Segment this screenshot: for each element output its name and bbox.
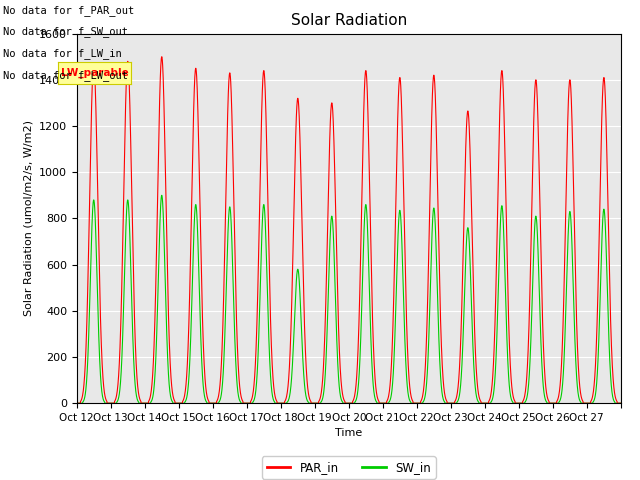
PAR_in	[617, 400, 625, 406]
PAR_in	[73, 400, 81, 406]
SW_in	[73, 400, 81, 406]
PAR_in	[419, 394, 426, 399]
PAR_in	[184, 336, 192, 342]
Text: No data for f_LW_out: No data for f_LW_out	[3, 70, 128, 81]
Title: Solar Radiation: Solar Radiation	[291, 13, 407, 28]
Text: No data for f_LW_in: No data for f_LW_in	[3, 48, 122, 59]
PAR_in	[158, 54, 166, 60]
Y-axis label: Solar Radiation (umol/m2/s, W/m2): Solar Radiation (umol/m2/s, W/m2)	[24, 120, 33, 316]
Text: No data for f_PAR_out: No data for f_PAR_out	[3, 5, 134, 16]
PAR_in	[467, 164, 474, 169]
SW_in	[467, 271, 474, 276]
SW_in	[158, 192, 166, 198]
SW_in	[611, 399, 619, 405]
SW_in	[184, 382, 192, 388]
SW_in	[617, 400, 625, 406]
SW_in	[534, 242, 541, 248]
Line: PAR_in: PAR_in	[77, 57, 621, 403]
PAR_in	[611, 392, 619, 397]
PAR_in	[501, 162, 509, 168]
Text: LW_parable: LW_parable	[61, 68, 128, 78]
Line: SW_in: SW_in	[77, 195, 621, 403]
PAR_in	[534, 112, 541, 118]
Legend: PAR_in, SW_in: PAR_in, SW_in	[262, 456, 436, 479]
SW_in	[419, 400, 426, 406]
X-axis label: Time: Time	[335, 429, 362, 438]
Text: No data for f_SW_out: No data for f_SW_out	[3, 26, 128, 37]
SW_in	[501, 278, 509, 284]
